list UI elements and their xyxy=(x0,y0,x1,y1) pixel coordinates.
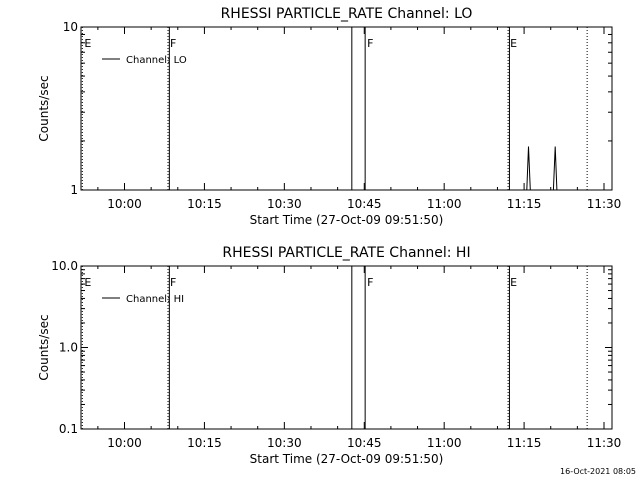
x-tick-label: 11:15 xyxy=(507,436,542,450)
event-marker-label: F xyxy=(170,37,176,50)
event-marker-label: F xyxy=(170,276,176,289)
x-tick-label: 10:30 xyxy=(267,436,302,450)
event-marker-label: E xyxy=(510,276,517,289)
x-tick-label: 10:45 xyxy=(347,197,382,211)
footer-timestamp: 16-Oct-2021 08:05 xyxy=(560,467,636,476)
event-marker-label: E xyxy=(510,37,517,50)
y-tick-label: 1 xyxy=(70,183,78,197)
chart-panel: RHESSI PARTICLE_RATE Channel: HI Start Ti… xyxy=(37,245,621,466)
x-tick-label: 11:30 xyxy=(587,197,622,211)
x-tick-label: 10:15 xyxy=(187,197,222,211)
legend-entry: Channel: LO xyxy=(126,55,187,66)
y-axis-label: Counts/sec xyxy=(37,75,51,141)
y-tick-label: 10 xyxy=(63,20,78,34)
x-tick-label: 11:15 xyxy=(507,197,542,211)
event-marker-label: F xyxy=(367,276,373,289)
event-marker-label: E xyxy=(84,276,91,289)
y-tick-label: 0.1 xyxy=(59,422,78,436)
x-tick-label: 10:00 xyxy=(107,197,142,211)
y-tick-label: 10.0 xyxy=(51,259,78,273)
data-series-line xyxy=(526,146,558,191)
x-tick-label: 10:00 xyxy=(107,436,142,450)
plot-frame xyxy=(80,265,613,430)
x-tick-label: 11:00 xyxy=(427,197,462,211)
y-axis-label: Counts/sec xyxy=(37,314,51,380)
x-tick-label: 10:45 xyxy=(347,436,382,450)
chart-title: RHESSI PARTICLE_RATE Channel: HI xyxy=(222,245,470,261)
x-axis-label: Start Time (27-Oct-09 09:51:50) xyxy=(250,452,444,466)
x-tick-label: 11:30 xyxy=(587,436,622,450)
y-tick-label: 1.0 xyxy=(59,341,78,355)
plot-frame xyxy=(80,26,613,191)
legend-entry: Channel: HI xyxy=(126,294,184,305)
x-axis-label: Start Time (27-Oct-09 09:51:50) xyxy=(250,213,444,227)
chart-panel: RHESSI PARTICLE_RATE Channel: LO Start Ti… xyxy=(37,6,621,227)
x-tick-label: 11:00 xyxy=(427,436,462,450)
chart-title: RHESSI PARTICLE_RATE Channel: LO xyxy=(221,6,473,22)
event-marker-label: E xyxy=(84,37,91,50)
x-tick-label: 10:30 xyxy=(267,197,302,211)
event-marker-label: F xyxy=(367,37,373,50)
chart-panels: RHESSI PARTICLE_RATE Channel: LO Start Ti… xyxy=(37,6,621,466)
x-tick-label: 10:15 xyxy=(187,436,222,450)
